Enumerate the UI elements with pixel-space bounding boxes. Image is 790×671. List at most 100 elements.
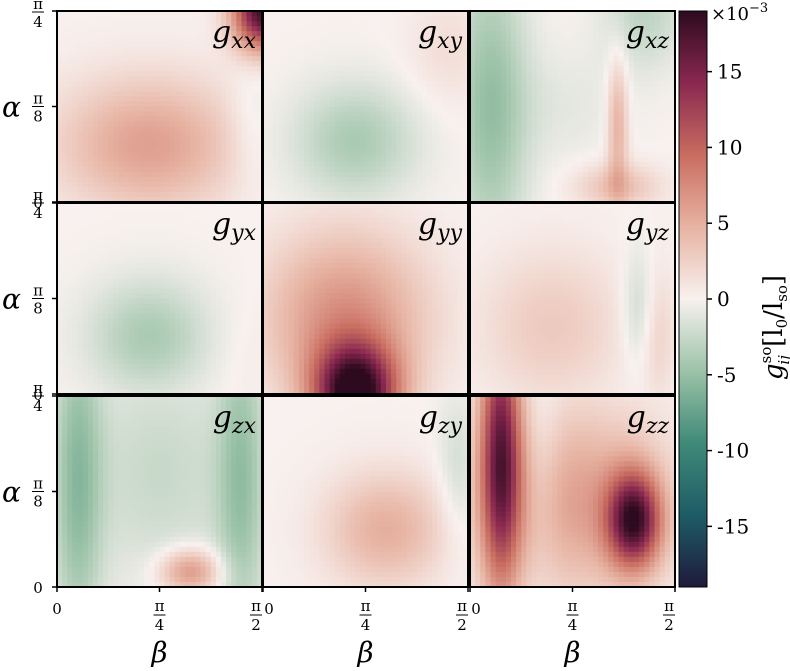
heatmap-cell: [334, 196, 341, 203]
heatmap-cell: [562, 181, 568, 188]
heatmap-cell: [92, 111, 99, 118]
heatmap-cell: [113, 136, 120, 143]
heatmap-cell: [174, 111, 181, 118]
heatmap-cell: [437, 96, 443, 103]
heatmap-cell: [552, 61, 558, 67]
heatmap-cell: [236, 191, 243, 198]
heatmap-cell: [263, 71, 269, 77]
heatmap-cell: [505, 51, 512, 57]
heatmap-cell: [67, 176, 73, 183]
heatmap-cell: [421, 51, 428, 57]
heatmap-cell: [139, 121, 145, 128]
heatmap-cell: [103, 208, 109, 214]
heatmap-cell: [113, 196, 120, 203]
heatmap-cell: [562, 161, 568, 168]
heatmap-cell: [669, 146, 676, 153]
heatmap-cell: [375, 71, 382, 77]
heatmap-cell: [185, 121, 191, 128]
heatmap-cell: [251, 166, 258, 173]
heatmap-cell: [298, 51, 305, 57]
heatmap-cell: [221, 86, 227, 93]
heatmap-cell: [511, 46, 517, 52]
heatmap-cell: [77, 66, 84, 72]
heatmap-cell: [462, 41, 469, 47]
heatmap-cell: [77, 298, 84, 305]
heatmap-cell: [516, 186, 522, 193]
heatmap-cell: [87, 218, 94, 224]
heatmap-cell: [452, 136, 459, 143]
heatmap-cell: [108, 151, 114, 158]
heatmap-cell: [174, 106, 181, 113]
heatmap-cell: [144, 36, 150, 42]
heatmap-cell: [623, 151, 630, 158]
heatmap-cell: [103, 81, 109, 87]
heatmap-cell: [190, 156, 196, 163]
heatmap-cell: [329, 171, 336, 178]
heatmap-cell: [587, 161, 594, 168]
heatmap-cell: [608, 171, 615, 178]
heatmap-cell: [149, 106, 155, 113]
heatmap-cell: [180, 21, 186, 27]
heatmap-cell: [298, 71, 305, 77]
heatmap-cell: [360, 36, 367, 42]
heatmap-cell: [536, 186, 543, 193]
heatmap-cell: [283, 96, 290, 103]
heatmap-cell: [273, 156, 279, 163]
heatmap-cell: [77, 293, 84, 300]
heatmap-cell: [526, 171, 533, 178]
heatmap-cell: [144, 141, 150, 148]
heatmap-cell: [587, 26, 594, 32]
heatmap-cell: [516, 136, 522, 143]
heatmap-cell: [475, 56, 481, 62]
heatmap-cell: [251, 101, 258, 108]
heatmap-cell: [103, 233, 109, 239]
heatmap-cell: [567, 96, 574, 103]
heatmap-cell: [557, 181, 563, 188]
heatmap-cell: [87, 258, 94, 264]
heatmap-cell: [263, 21, 269, 27]
heatmap-cell: [278, 36, 285, 42]
heatmap-cell: [649, 156, 656, 163]
heatmap-cell: [634, 171, 640, 178]
heatmap-cell: [67, 358, 73, 365]
heatmap-cell: [370, 56, 377, 62]
heatmap-cell: [221, 156, 227, 163]
heatmap-cell: [447, 176, 454, 183]
heatmap-cell: [57, 303, 63, 310]
heatmap-cell: [480, 26, 486, 32]
heatmap-cell: [210, 71, 217, 77]
heatmap-cell: [210, 46, 217, 52]
heatmap-cell: [205, 21, 212, 27]
heatmap-cell: [278, 136, 285, 143]
heatmap-cell: [639, 151, 645, 158]
heatmap-cell: [246, 86, 253, 93]
heatmap-cell: [339, 156, 346, 163]
heatmap-cell: [370, 61, 377, 67]
heatmap-cell: [319, 21, 326, 27]
heatmap-cell: [304, 31, 310, 37]
heatmap-cell: [603, 191, 609, 198]
heatmap-cell: [154, 151, 161, 158]
heatmap-cell: [649, 61, 656, 67]
heatmap-cell: [664, 116, 671, 123]
heatmap-cell: [293, 11, 300, 17]
heatmap-cell: [185, 141, 191, 148]
heatmap-cell: [251, 86, 258, 93]
heatmap-cell: [108, 46, 114, 52]
heatmap-cell: [396, 11, 402, 17]
heatmap-cell: [608, 41, 615, 47]
heatmap-cell: [593, 176, 599, 183]
heatmap-cell: [386, 96, 392, 103]
heatmap-cell: [154, 61, 161, 67]
heatmap-cell: [144, 66, 150, 72]
heatmap-cell: [98, 156, 104, 163]
heatmap-cell: [521, 111, 527, 118]
heatmap-cell: [593, 16, 599, 22]
heatmap-cell: [421, 196, 428, 203]
heatmap-cell: [649, 131, 656, 138]
heatmap-cell: [432, 176, 438, 183]
heatmap-cell: [516, 111, 522, 118]
heatmap-cell: [536, 56, 543, 62]
heatmap-cell: [329, 191, 336, 198]
heatmap-cell: [613, 71, 620, 77]
